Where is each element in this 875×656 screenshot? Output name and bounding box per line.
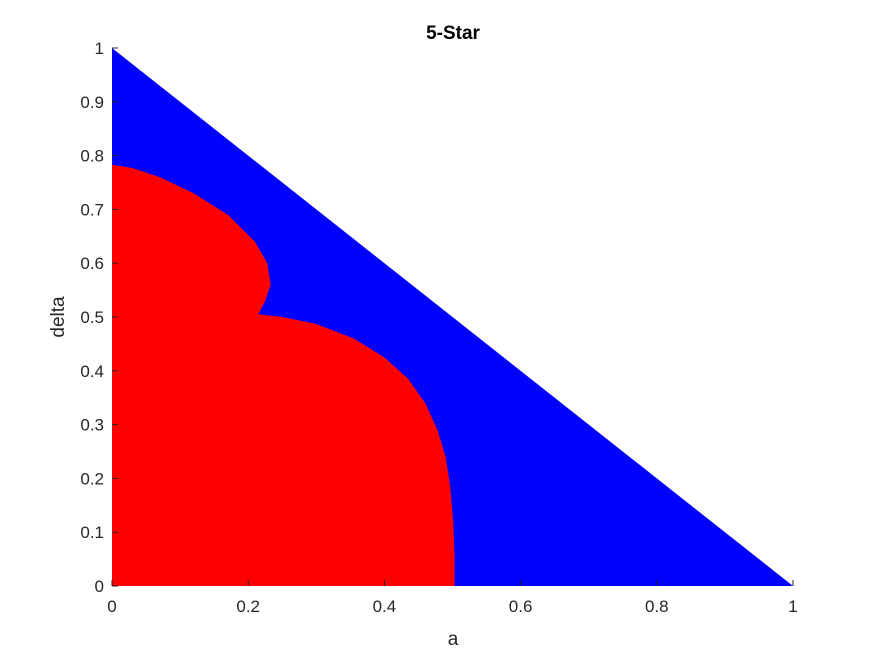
chart-title: 5-Star xyxy=(426,23,480,44)
x-tick-label: 0 xyxy=(107,597,116,616)
y-tick-label: 0.3 xyxy=(80,416,104,435)
y-tick-label: 0.4 xyxy=(80,362,104,381)
y-tick-label: 0 xyxy=(95,577,104,596)
x-tick-label: 0.8 xyxy=(645,597,669,616)
x-axis: 0 0.2 0.4 0.6 0.8 1 xyxy=(107,580,798,616)
y-tick-label: 0.2 xyxy=(80,469,104,488)
x-tick-label: 0.6 xyxy=(509,597,533,616)
x-tick-label: 0.2 xyxy=(236,597,260,616)
x-tick-label: 1 xyxy=(788,597,797,616)
y-tick-label: 0.1 xyxy=(80,523,104,542)
y-axis-label: delta xyxy=(48,296,69,338)
y-tick-label: 0.9 xyxy=(80,93,104,112)
region-1 xyxy=(112,164,455,586)
y-axis: 0 0.1 0.2 0.3 0.4 0.5 0.6 0.7 0.8 0.9 1 xyxy=(80,39,118,596)
y-tick-label: 0.6 xyxy=(80,254,104,273)
x-tick-label: 0.4 xyxy=(373,597,397,616)
y-tick-label: 0.5 xyxy=(80,308,104,327)
y-tick-label: 0.7 xyxy=(80,200,104,219)
plot-area xyxy=(112,48,793,586)
y-tick-label: 1 xyxy=(95,39,104,58)
x-axis-label: a xyxy=(448,629,459,650)
y-tick-label: 0.8 xyxy=(80,147,104,166)
